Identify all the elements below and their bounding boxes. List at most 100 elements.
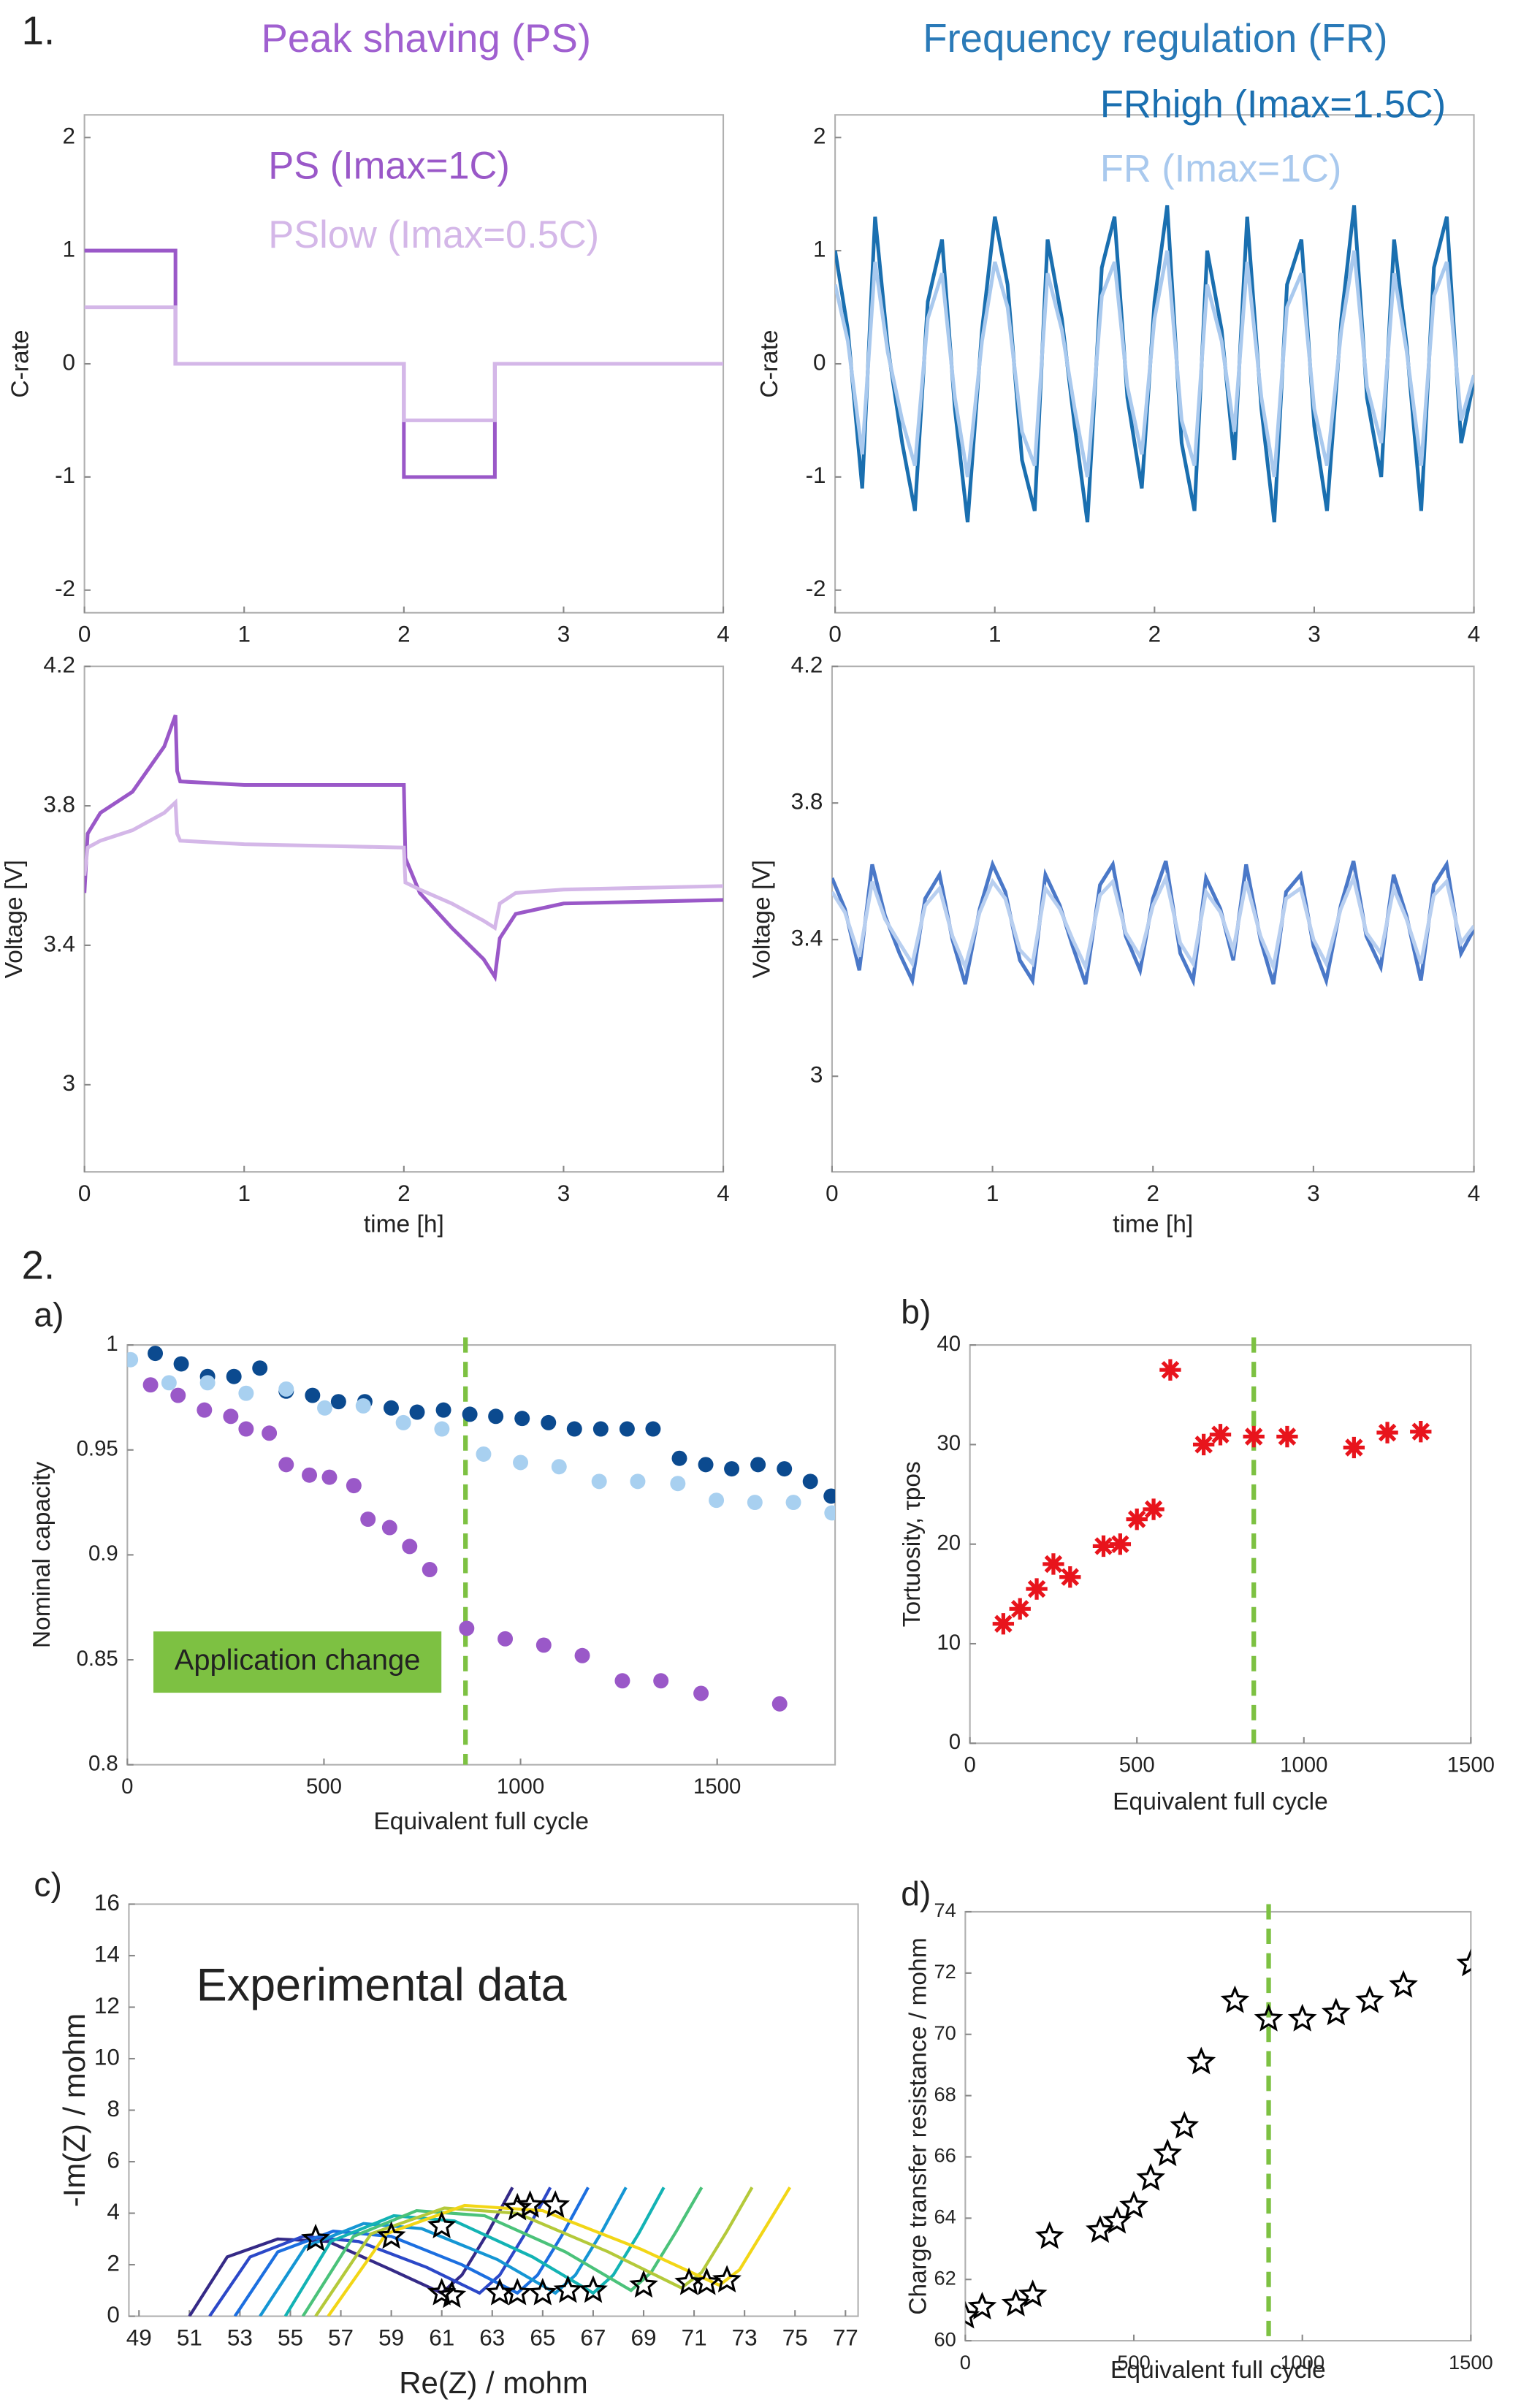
point — [992, 1613, 1015, 1635]
y-tick-label: 16 — [94, 1890, 120, 1915]
y-tick-label: 10 — [94, 2044, 120, 2070]
point — [1186, 2046, 1216, 2075]
point — [785, 1495, 801, 1511]
point — [1159, 1359, 1181, 1381]
x-tick-label: 3 — [1307, 1181, 1319, 1206]
y-axis-label: Voltage [V] — [1, 860, 28, 978]
x-tick-label: 69 — [631, 2325, 657, 2350]
point — [653, 1673, 669, 1689]
x-tick-label: 65 — [530, 2325, 555, 2350]
point — [278, 1457, 294, 1473]
y-tick-label: 0 — [63, 349, 75, 375]
point — [1059, 1566, 1081, 1588]
annotation: Application change — [175, 1644, 421, 1677]
point — [427, 2211, 457, 2238]
point — [498, 1631, 514, 1647]
point — [712, 2265, 742, 2292]
line-series — [314, 2186, 754, 2317]
point — [1343, 1436, 1365, 1459]
legend-entry: PSlow (Imax=0.5C) — [268, 214, 599, 256]
point — [513, 1454, 529, 1471]
x-tick-label: 4 — [1468, 1181, 1480, 1206]
point — [305, 1387, 321, 1403]
point — [1456, 1948, 1471, 1977]
point — [1126, 1508, 1148, 1530]
x-tick-label: 1000 — [497, 1774, 544, 1799]
x-tick-label: 4 — [717, 1181, 729, 1206]
line-series — [259, 2186, 628, 2317]
point — [747, 1495, 763, 1511]
x-tick-label: 0 — [964, 1753, 975, 1777]
point — [199, 1375, 216, 1391]
x-tick-label: 500 — [306, 1774, 342, 1799]
y-tick-label: 40 — [937, 1332, 961, 1356]
point — [173, 1356, 189, 1372]
y-tick-label: -1 — [55, 462, 75, 488]
x-tick-label: 53 — [227, 2325, 253, 2350]
point — [1092, 1535, 1115, 1558]
x-tick-label: 2 — [397, 1181, 410, 1206]
legend-entry: FR (Imax=1C) — [1100, 148, 1341, 191]
point — [360, 1511, 376, 1528]
y-tick-label: 1 — [106, 1332, 118, 1356]
point — [553, 2275, 583, 2303]
annotation: Experimental data — [197, 1959, 567, 2010]
x-tick-label: 77 — [833, 2325, 858, 2350]
point — [317, 1400, 333, 1416]
point — [1109, 1533, 1132, 1555]
y-tick-label: 14 — [94, 1941, 120, 1967]
point — [1153, 2138, 1183, 2167]
y-tick-label: 60 — [934, 2327, 956, 2350]
point — [1009, 1598, 1031, 1620]
point — [476, 1446, 492, 1462]
x-tick-label: 2 — [397, 622, 410, 647]
point — [645, 1421, 661, 1437]
point — [278, 1381, 294, 1397]
x-tick-label: 1000 — [1280, 1753, 1327, 1777]
chart-title: Peak shaving (PS) — [261, 16, 590, 61]
point — [252, 1360, 268, 1376]
point — [170, 1387, 186, 1403]
point — [1086, 2215, 1115, 2243]
x-axis-label: Equivalent full cycle — [373, 1808, 589, 1835]
line-series — [301, 2186, 704, 2317]
point — [226, 1368, 242, 1384]
point — [541, 2190, 571, 2218]
x-axis-label: time [h] — [1113, 1210, 1193, 1238]
point — [1170, 2111, 1200, 2139]
x-tick-label: 1500 — [1449, 2351, 1493, 2374]
point — [402, 1539, 418, 1555]
y-tick-label: 20 — [937, 1530, 961, 1555]
x-tick-label: 500 — [1117, 2351, 1150, 2374]
point — [346, 1478, 362, 1494]
point — [1026, 1578, 1048, 1600]
y-tick-label: 4.2 — [791, 652, 823, 677]
y-axis-label: Voltage [V] — [748, 860, 775, 978]
legend-entry: FRhigh (Imax=1.5C) — [1100, 84, 1446, 126]
x-tick-label: 57 — [328, 2325, 354, 2350]
line-series — [831, 872, 1474, 974]
point — [693, 1685, 709, 1701]
point — [824, 1505, 836, 1521]
point — [1119, 2190, 1148, 2219]
x-axis-label: Equivalent full cycle — [1110, 2357, 1326, 2384]
point — [614, 1673, 630, 1689]
point — [1209, 1424, 1232, 1446]
point — [515, 2190, 545, 2218]
y-axis-label: Tortuosity, τpos — [899, 1461, 926, 1627]
point — [462, 1406, 478, 1422]
y-tick-label: 0 — [949, 1730, 961, 1754]
y-tick-label: 2 — [107, 2250, 119, 2276]
x-tick-label: 4 — [1468, 622, 1480, 647]
chart-title: Frequency regulation (FR) — [923, 16, 1387, 61]
point — [355, 1398, 371, 1414]
y-axis-label: Nominal capacity — [28, 1461, 56, 1648]
y-tick-label: -1 — [806, 462, 826, 488]
y-tick-label: 68 — [934, 2083, 956, 2105]
point — [238, 1385, 254, 1401]
plot-frame — [964, 1910, 1472, 2342]
point — [579, 2275, 608, 2303]
y-tick-label: 3.4 — [791, 926, 823, 951]
x-tick-label: 3 — [1308, 622, 1320, 647]
series-group — [965, 1948, 1471, 2329]
